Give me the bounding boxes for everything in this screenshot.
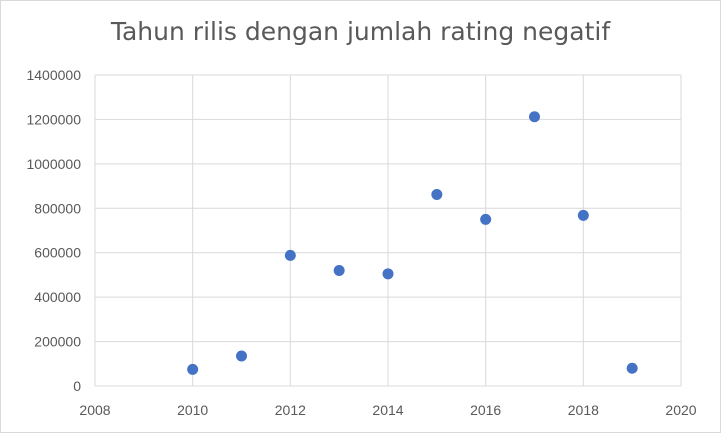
x-tick-label: 2010 <box>177 402 208 418</box>
x-tick-label: 2016 <box>470 402 501 418</box>
x-tick-label: 2012 <box>275 402 306 418</box>
data-point <box>333 264 345 276</box>
data-points <box>187 111 638 375</box>
data-point <box>236 350 247 362</box>
data-point <box>284 249 296 261</box>
data-point <box>187 363 199 375</box>
data-point <box>480 213 492 225</box>
chart-title: Tahun rilis dengan jumlah rating negatif <box>110 17 611 46</box>
x-tick-label: 2020 <box>665 402 696 418</box>
y-tick-label: 1400000 <box>26 67 81 83</box>
data-point <box>626 362 638 374</box>
y-tick-label: 400000 <box>34 289 81 305</box>
y-tick-label: 600000 <box>34 245 81 261</box>
y-tick-label: 1000000 <box>26 156 81 172</box>
y-tick-label: 1200000 <box>26 111 81 127</box>
data-point <box>529 111 540 123</box>
y-tick-label: 200000 <box>34 334 81 350</box>
data-point <box>431 189 443 201</box>
y-tick-label: 0 <box>73 378 81 394</box>
gridlines <box>94 74 682 387</box>
data-point <box>382 268 394 280</box>
data-point <box>577 209 589 221</box>
x-tick-label: 2018 <box>568 402 599 418</box>
x-tick-label: 2014 <box>372 402 403 418</box>
y-tick-label: 800000 <box>34 200 81 216</box>
x-tick-label: 2008 <box>79 402 110 418</box>
axis-labels: 0 200000 400000 600000 800000 1000000 1200000 1… <box>26 67 696 418</box>
